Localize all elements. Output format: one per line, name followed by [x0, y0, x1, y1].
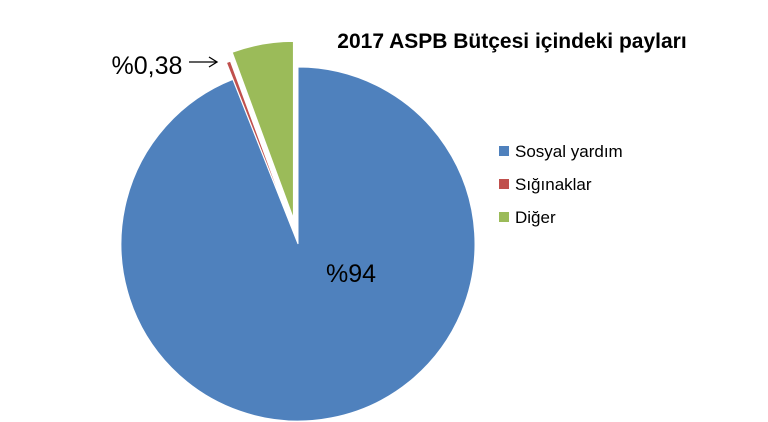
legend-label-sosyal-yardim: Sosyal yardım	[515, 142, 623, 161]
data-label-siginaklar: %0,38	[112, 52, 183, 80]
pie-slice-diger	[231, 40, 294, 219]
pie-slices	[120, 40, 476, 422]
chart-title: 2017 ASPB Bütçesi içindeki payları	[337, 30, 686, 53]
label-arrow	[189, 56, 219, 68]
legend-swatch-siginaklar	[499, 179, 509, 189]
legend-swatch-sosyal-yardim	[499, 146, 509, 156]
legend: Sosyal yardım Sığınaklar Diğer	[499, 142, 623, 227]
pie-slice-siginaklar	[225, 60, 293, 228]
legend-label-siginaklar: Sığınaklar	[515, 175, 592, 194]
pie-slice-sosyal-yardim	[120, 66, 476, 422]
data-label-sosyal-yardim: %94	[326, 260, 376, 288]
legend-swatch-diger	[499, 212, 509, 222]
legend-label-diger: Diğer	[515, 208, 556, 227]
